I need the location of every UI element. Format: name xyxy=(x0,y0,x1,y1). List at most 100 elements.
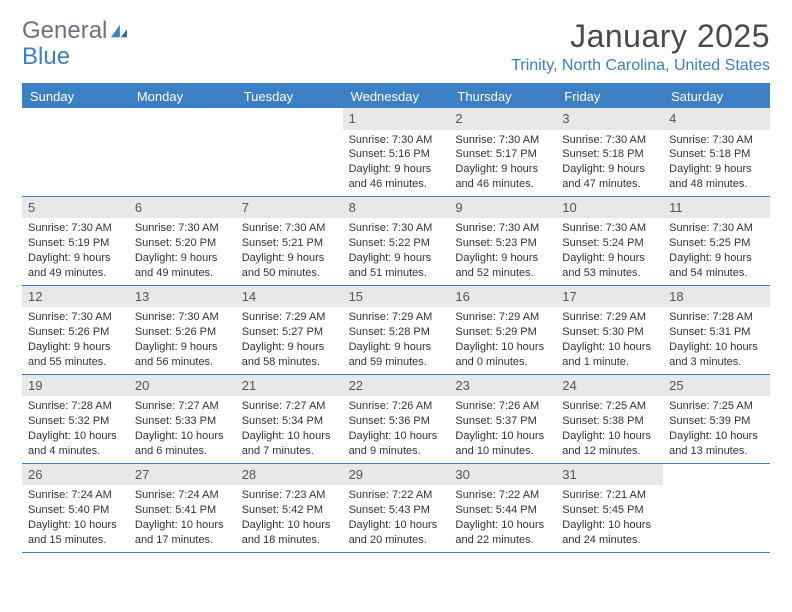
day-cell: 23Sunrise: 7:26 AMSunset: 5:37 PMDayligh… xyxy=(449,375,556,463)
day-cell: 19Sunrise: 7:28 AMSunset: 5:32 PMDayligh… xyxy=(22,375,129,463)
day-number: 18 xyxy=(663,286,770,308)
day-number: 14 xyxy=(236,286,343,308)
day-number: 11 xyxy=(663,197,770,219)
day-cell: 31Sunrise: 7:21 AMSunset: 5:45 PMDayligh… xyxy=(556,464,663,552)
day-number: 27 xyxy=(129,464,236,486)
day-cell: 1Sunrise: 7:30 AMSunset: 5:16 PMDaylight… xyxy=(343,108,450,196)
day-number: 25 xyxy=(663,375,770,397)
day-number: 23 xyxy=(449,375,556,397)
logo-text-blue: Blue xyxy=(22,43,70,70)
day-info: Sunrise: 7:27 AMSunset: 5:34 PMDaylight:… xyxy=(236,396,343,462)
day-header: Sunday xyxy=(22,85,129,108)
day-info: Sunrise: 7:29 AMSunset: 5:28 PMDaylight:… xyxy=(343,307,450,373)
week-row: 5Sunrise: 7:30 AMSunset: 5:19 PMDaylight… xyxy=(22,197,770,286)
title-block: January 2025 Trinity, North Carolina, Un… xyxy=(511,18,770,75)
day-cell: 18Sunrise: 7:28 AMSunset: 5:31 PMDayligh… xyxy=(663,286,770,374)
day-number: 20 xyxy=(129,375,236,397)
day-number: 21 xyxy=(236,375,343,397)
day-number: 4 xyxy=(663,108,770,130)
day-header-row: Sunday Monday Tuesday Wednesday Thursday… xyxy=(22,85,770,108)
day-cell: 17Sunrise: 7:29 AMSunset: 5:30 PMDayligh… xyxy=(556,286,663,374)
day-cell: 4Sunrise: 7:30 AMSunset: 5:18 PMDaylight… xyxy=(663,108,770,196)
day-cell: 7Sunrise: 7:30 AMSunset: 5:21 PMDaylight… xyxy=(236,197,343,285)
day-number: 15 xyxy=(343,286,450,308)
day-number: 13 xyxy=(129,286,236,308)
day-info: Sunrise: 7:22 AMSunset: 5:44 PMDaylight:… xyxy=(449,485,556,551)
month-title: January 2025 xyxy=(511,18,770,55)
day-info: Sunrise: 7:22 AMSunset: 5:43 PMDaylight:… xyxy=(343,485,450,551)
day-info: Sunrise: 7:30 AMSunset: 5:19 PMDaylight:… xyxy=(22,218,129,284)
day-header: Wednesday xyxy=(343,85,450,108)
day-cell: 16Sunrise: 7:29 AMSunset: 5:29 PMDayligh… xyxy=(449,286,556,374)
day-cell: 15Sunrise: 7:29 AMSunset: 5:28 PMDayligh… xyxy=(343,286,450,374)
day-cell: 9Sunrise: 7:30 AMSunset: 5:23 PMDaylight… xyxy=(449,197,556,285)
day-cell: 24Sunrise: 7:25 AMSunset: 5:38 PMDayligh… xyxy=(556,375,663,463)
day-info: Sunrise: 7:30 AMSunset: 5:23 PMDaylight:… xyxy=(449,218,556,284)
day-number: 8 xyxy=(343,197,450,219)
day-cell: 5Sunrise: 7:30 AMSunset: 5:19 PMDaylight… xyxy=(22,197,129,285)
day-cell: 21Sunrise: 7:27 AMSunset: 5:34 PMDayligh… xyxy=(236,375,343,463)
day-info: Sunrise: 7:30 AMSunset: 5:26 PMDaylight:… xyxy=(22,307,129,373)
day-number: 10 xyxy=(556,197,663,219)
day-cell: 3Sunrise: 7:30 AMSunset: 5:18 PMDaylight… xyxy=(556,108,663,196)
day-number: 9 xyxy=(449,197,556,219)
week-row: 1Sunrise: 7:30 AMSunset: 5:16 PMDaylight… xyxy=(22,108,770,197)
day-number: 26 xyxy=(22,464,129,486)
day-number: 1 xyxy=(343,108,450,130)
empty-cell xyxy=(236,108,343,196)
day-info: Sunrise: 7:29 AMSunset: 5:27 PMDaylight:… xyxy=(236,307,343,373)
day-info: Sunrise: 7:21 AMSunset: 5:45 PMDaylight:… xyxy=(556,485,663,551)
week-row: 26Sunrise: 7:24 AMSunset: 5:40 PMDayligh… xyxy=(22,464,770,553)
day-info: Sunrise: 7:30 AMSunset: 5:20 PMDaylight:… xyxy=(129,218,236,284)
day-number: 22 xyxy=(343,375,450,397)
day-cell: 12Sunrise: 7:30 AMSunset: 5:26 PMDayligh… xyxy=(22,286,129,374)
logo-sail-icon xyxy=(109,19,129,44)
day-cell: 28Sunrise: 7:23 AMSunset: 5:42 PMDayligh… xyxy=(236,464,343,552)
day-info: Sunrise: 7:24 AMSunset: 5:40 PMDaylight:… xyxy=(22,485,129,551)
day-header: Monday xyxy=(129,85,236,108)
day-info: Sunrise: 7:30 AMSunset: 5:18 PMDaylight:… xyxy=(663,130,770,196)
day-info: Sunrise: 7:30 AMSunset: 5:16 PMDaylight:… xyxy=(343,130,450,196)
logo: GeneralBlue xyxy=(22,18,129,69)
day-info: Sunrise: 7:30 AMSunset: 5:17 PMDaylight:… xyxy=(449,130,556,196)
day-info: Sunrise: 7:28 AMSunset: 5:31 PMDaylight:… xyxy=(663,307,770,373)
day-info: Sunrise: 7:26 AMSunset: 5:36 PMDaylight:… xyxy=(343,396,450,462)
day-number: 30 xyxy=(449,464,556,486)
day-cell: 25Sunrise: 7:25 AMSunset: 5:39 PMDayligh… xyxy=(663,375,770,463)
day-number: 29 xyxy=(343,464,450,486)
day-cell: 11Sunrise: 7:30 AMSunset: 5:25 PMDayligh… xyxy=(663,197,770,285)
day-number: 19 xyxy=(22,375,129,397)
day-cell: 13Sunrise: 7:30 AMSunset: 5:26 PMDayligh… xyxy=(129,286,236,374)
day-info: Sunrise: 7:24 AMSunset: 5:41 PMDaylight:… xyxy=(129,485,236,551)
day-number: 17 xyxy=(556,286,663,308)
day-cell: 26Sunrise: 7:24 AMSunset: 5:40 PMDayligh… xyxy=(22,464,129,552)
day-info: Sunrise: 7:25 AMSunset: 5:38 PMDaylight:… xyxy=(556,396,663,462)
day-number: 24 xyxy=(556,375,663,397)
header: GeneralBlue January 2025 Trinity, North … xyxy=(22,18,770,75)
day-info: Sunrise: 7:30 AMSunset: 5:21 PMDaylight:… xyxy=(236,218,343,284)
day-cell: 27Sunrise: 7:24 AMSunset: 5:41 PMDayligh… xyxy=(129,464,236,552)
day-cell: 29Sunrise: 7:22 AMSunset: 5:43 PMDayligh… xyxy=(343,464,450,552)
day-info: Sunrise: 7:25 AMSunset: 5:39 PMDaylight:… xyxy=(663,396,770,462)
day-number: 12 xyxy=(22,286,129,308)
day-header: Friday xyxy=(556,85,663,108)
day-cell: 14Sunrise: 7:29 AMSunset: 5:27 PMDayligh… xyxy=(236,286,343,374)
week-row: 12Sunrise: 7:30 AMSunset: 5:26 PMDayligh… xyxy=(22,286,770,375)
day-header: Tuesday xyxy=(236,85,343,108)
day-info: Sunrise: 7:23 AMSunset: 5:42 PMDaylight:… xyxy=(236,485,343,551)
week-row: 19Sunrise: 7:28 AMSunset: 5:32 PMDayligh… xyxy=(22,375,770,464)
empty-cell xyxy=(22,108,129,196)
location: Trinity, North Carolina, United States xyxy=(511,57,770,75)
day-number: 16 xyxy=(449,286,556,308)
day-info: Sunrise: 7:30 AMSunset: 5:18 PMDaylight:… xyxy=(556,130,663,196)
day-cell: 22Sunrise: 7:26 AMSunset: 5:36 PMDayligh… xyxy=(343,375,450,463)
day-info: Sunrise: 7:29 AMSunset: 5:30 PMDaylight:… xyxy=(556,307,663,373)
day-info: Sunrise: 7:29 AMSunset: 5:29 PMDaylight:… xyxy=(449,307,556,373)
day-cell: 8Sunrise: 7:30 AMSunset: 5:22 PMDaylight… xyxy=(343,197,450,285)
day-info: Sunrise: 7:28 AMSunset: 5:32 PMDaylight:… xyxy=(22,396,129,462)
day-info: Sunrise: 7:27 AMSunset: 5:33 PMDaylight:… xyxy=(129,396,236,462)
day-number: 7 xyxy=(236,197,343,219)
day-info: Sunrise: 7:30 AMSunset: 5:22 PMDaylight:… xyxy=(343,218,450,284)
day-cell: 6Sunrise: 7:30 AMSunset: 5:20 PMDaylight… xyxy=(129,197,236,285)
day-info: Sunrise: 7:30 AMSunset: 5:24 PMDaylight:… xyxy=(556,218,663,284)
